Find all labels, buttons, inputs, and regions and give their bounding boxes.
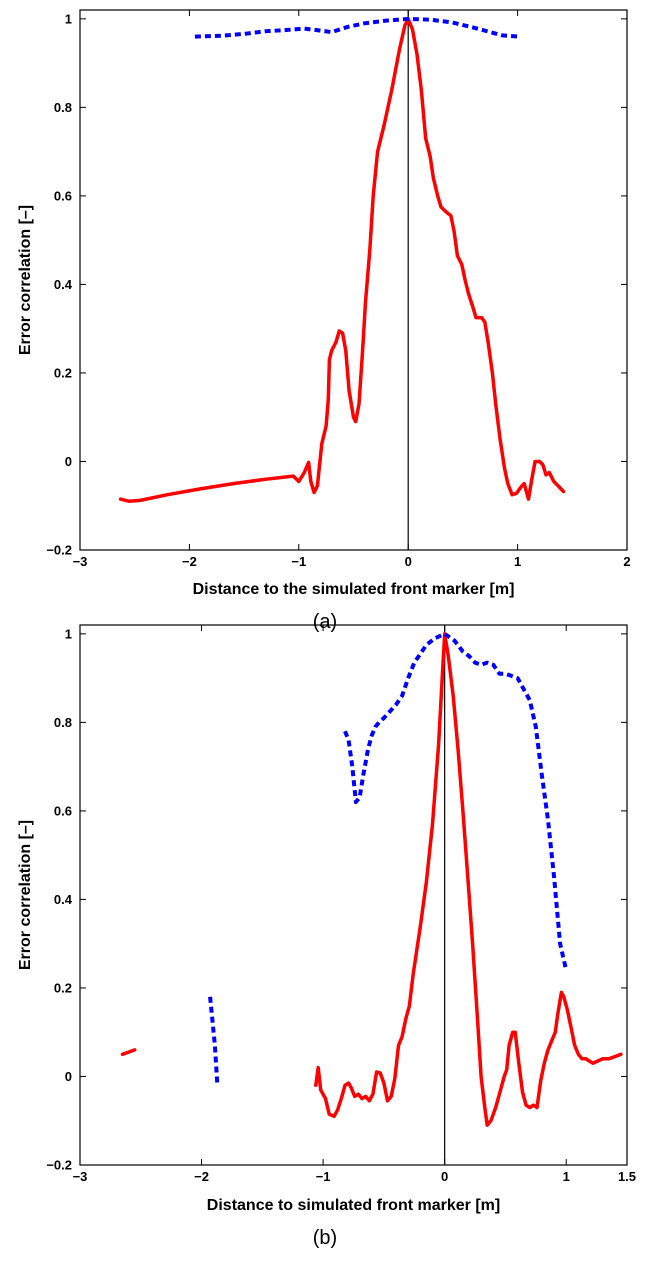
panel-b-x-ticks: −3 −2 −1 0 1 1.5 bbox=[73, 625, 636, 1184]
panel-b-y-tick-label: −0.2 bbox=[46, 1158, 72, 1173]
panel-b-y-axis-label: Error correlation [–] bbox=[17, 820, 34, 970]
panel-b-y-tick-label: 0.2 bbox=[54, 980, 72, 995]
panel-a-y-tick-label: 0.8 bbox=[54, 100, 72, 115]
panel-a-y-tick-label: 0 bbox=[65, 454, 72, 469]
panel-a-y-tick-label: 0.4 bbox=[54, 277, 73, 292]
panel-a-x-axis-label: Distance to the simulated front marker [… bbox=[193, 581, 515, 598]
panel-a-red-solid-series-segment bbox=[118, 17, 566, 504]
panel-a-blue-dotted-series-segment bbox=[194, 16, 518, 39]
panel-b-y-tick-label: 0.8 bbox=[54, 715, 72, 730]
panel-b-x-tick-label: −3 bbox=[73, 1169, 88, 1184]
panel-a-y-ticks: −0.2 0 0.2 0.4 0.6 0.8 1 bbox=[46, 11, 627, 558]
panel-b-series-layer bbox=[120, 631, 623, 1127]
panel-a-label: (a) bbox=[313, 611, 337, 633]
panel-b-blue-dotted-series-segment bbox=[343, 631, 569, 971]
panel-a-plot-frame bbox=[79, 9, 628, 551]
panel-b-plot-frame bbox=[79, 624, 628, 1166]
panel-a-x-ticks: −3 −2 −1 0 1 2 bbox=[73, 10, 631, 569]
panel-a-x-tick-label: −2 bbox=[182, 554, 197, 569]
panel-a-y-tick-label: −0.2 bbox=[46, 543, 72, 558]
panel-b-x-tick-label: 1 bbox=[563, 1169, 570, 1184]
panel-b-x-tick-label: 1.5 bbox=[618, 1169, 636, 1184]
panel-b-x-tick-label: 0 bbox=[441, 1169, 448, 1184]
panel-b-y-tick-label: 0 bbox=[65, 1069, 72, 1084]
panel-a-x-tick-label: −1 bbox=[291, 554, 306, 569]
panel-b-red-solid-series-segment bbox=[314, 632, 623, 1127]
panel-a-y-tick-label: 0.2 bbox=[54, 365, 72, 380]
panel-b-red-solid-series-segment bbox=[120, 1048, 137, 1057]
panel-b-y-tick-label: 1 bbox=[65, 626, 72, 641]
panel-a-y-axis-label: Error correlation [–] bbox=[17, 205, 34, 355]
panel-b-x-axis-label: Distance to simulated front marker [m] bbox=[207, 1197, 500, 1214]
panel-b-blue-dotted-series-segment bbox=[208, 996, 220, 1086]
panel-a-x-tick-label: −3 bbox=[73, 554, 88, 569]
panel-b-y-ticks: −0.2 0 0.2 0.4 0.6 0.8 1 bbox=[46, 626, 627, 1173]
panel-b-chart: −3 −2 −1 0 1 1.5 −0.2 0 0.2 0.4 0.6 0.8 1 Distance … bbox=[17, 624, 636, 1249]
panel-a-chart: −3 −2 −1 0 1 2 −0.2 0 0.2 0.4 0.6 0.8 1 Distance to… bbox=[17, 9, 631, 633]
panel-b-label: (b) bbox=[313, 1227, 337, 1249]
panel-a-y-tick-label: 0.6 bbox=[54, 188, 72, 203]
panel-b-y-tick-label: 0.6 bbox=[54, 803, 72, 818]
panel-b-x-tick-label: −2 bbox=[194, 1169, 209, 1184]
panel-b-y-tick-label: 0.4 bbox=[54, 892, 73, 907]
panel-a-x-tick-label: 2 bbox=[623, 554, 630, 569]
panel-a-x-tick-label: 1 bbox=[514, 554, 521, 569]
panel-a-y-tick-label: 1 bbox=[65, 11, 72, 26]
panel-a-x-tick-label: 0 bbox=[405, 554, 412, 569]
panel-b-x-tick-label: −1 bbox=[316, 1169, 331, 1184]
panel-a-series-layer bbox=[118, 16, 566, 504]
